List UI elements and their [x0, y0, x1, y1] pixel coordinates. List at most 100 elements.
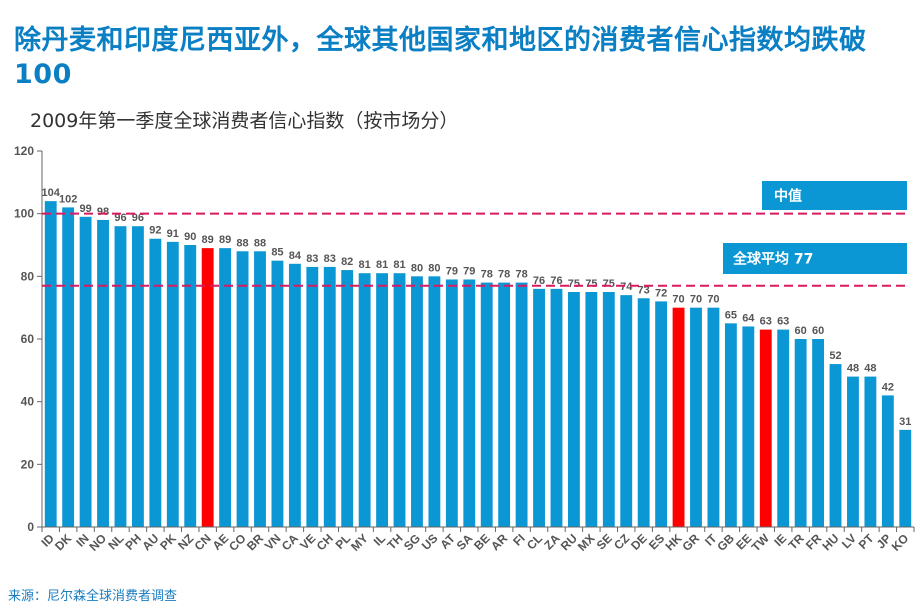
y-axis: 0 20 40 60 80 100 120 — [14, 144, 43, 534]
y-tick-label: 120 — [14, 144, 34, 158]
category-label-MY: MY — [348, 531, 371, 554]
median-label: 中值 — [774, 188, 802, 205]
bar-VE — [306, 266, 319, 527]
value-label-HU: 52 — [829, 350, 841, 362]
value-label-BE: 78 — [481, 269, 493, 281]
bar-US — [428, 276, 441, 527]
value-label-PL: 82 — [341, 256, 353, 268]
category-label-KO: KO — [889, 531, 912, 554]
value-label-TR: 60 — [795, 325, 807, 337]
bar-CZ — [620, 295, 633, 527]
median-label-box — [762, 181, 907, 210]
bar-TH — [393, 273, 406, 527]
category-label-GR: GR — [679, 531, 702, 554]
bar-IT — [707, 307, 720, 527]
bar-NL — [114, 226, 127, 527]
bar-PH — [131, 226, 144, 527]
bar-ZA — [550, 288, 563, 527]
value-label-ES: 72 — [655, 287, 667, 299]
value-label-IN: 99 — [79, 203, 91, 215]
value-label-HK: 70 — [672, 294, 684, 306]
bar-GB — [724, 323, 737, 527]
bar-MX — [585, 292, 598, 527]
value-label-NZ: 90 — [184, 231, 196, 243]
bar-RU — [567, 292, 580, 527]
chart-title: 2009年第一季度全球消费者信心指数（按市场分） — [30, 110, 459, 132]
value-label-GB: 65 — [725, 309, 737, 321]
value-label-AE: 89 — [219, 234, 231, 246]
value-label-IT: 70 — [707, 294, 719, 306]
source-note: 来源：尼尔森全球消费者调查 — [8, 589, 178, 604]
bar-MY — [358, 273, 371, 527]
bar-JP — [881, 395, 894, 527]
value-label-CH: 83 — [324, 253, 336, 265]
bar-CA — [288, 263, 301, 527]
category-label-HU: HU — [819, 531, 841, 553]
value-label-NO: 98 — [97, 206, 109, 218]
global-average-label-box — [723, 243, 907, 274]
value-label-ZA: 76 — [550, 275, 562, 287]
value-label-PH: 96 — [132, 212, 144, 224]
bar-TW — [759, 329, 772, 527]
value-label-CO: 88 — [236, 237, 248, 249]
bar-CL — [533, 288, 545, 527]
bar-AE — [219, 248, 232, 527]
bar-IN — [79, 216, 92, 528]
bar-PL — [341, 270, 354, 527]
bar-AT — [445, 279, 458, 527]
bar-VN — [271, 260, 284, 527]
value-label-VE: 83 — [306, 253, 318, 265]
value-label-MX: 75 — [585, 278, 597, 290]
y-tick-label: 40 — [21, 395, 35, 409]
value-label-DE: 73 — [638, 284, 650, 296]
value-label-BR: 88 — [254, 237, 266, 249]
value-label-GR: 70 — [690, 294, 702, 306]
value-label-US: 80 — [428, 262, 440, 274]
value-label-JP: 42 — [882, 381, 894, 393]
value-label-VN: 85 — [271, 247, 283, 259]
bar-HK — [672, 307, 685, 527]
bar-CH — [323, 266, 336, 527]
headline: 除丹麦和印度尼西亚外，全球其他国家和地区的消费者信心指数均跌破100 — [14, 25, 867, 90]
bar-NO — [97, 219, 109, 527]
bar-LV — [847, 376, 859, 527]
category-label-FI: FI — [510, 531, 527, 548]
value-label-KO: 31 — [899, 416, 911, 428]
value-label-AR: 78 — [498, 269, 510, 281]
bar-ES — [655, 301, 668, 527]
value-label-FI: 78 — [515, 269, 527, 281]
category-label-IL: IL — [371, 531, 388, 548]
bar-AU — [149, 238, 162, 527]
category-label-DK: DK — [52, 531, 74, 553]
value-label-EE: 64 — [742, 312, 755, 324]
value-label-PT: 48 — [864, 363, 876, 375]
bar-BR — [254, 251, 266, 527]
bar-FI — [515, 282, 528, 527]
bar-KO — [899, 429, 912, 527]
value-label-DK: 102 — [59, 193, 77, 205]
category-label-TW: TW — [749, 531, 773, 555]
y-tick-label: 20 — [21, 457, 35, 471]
value-label-CL: 76 — [533, 275, 545, 287]
bar-PK — [166, 241, 179, 527]
bar-HU — [829, 364, 842, 527]
bar-DE — [637, 298, 650, 527]
value-label-CN: 89 — [202, 234, 214, 246]
bar-PT — [864, 376, 877, 527]
value-label-LV: 48 — [847, 363, 859, 375]
value-label-SE: 75 — [603, 278, 615, 290]
value-label-MY: 81 — [359, 259, 371, 271]
bar-IE — [777, 329, 790, 527]
bar-CO — [236, 251, 249, 527]
value-label-CA: 84 — [289, 250, 302, 262]
y-tick-label: 100 — [14, 207, 34, 221]
value-label-IE: 63 — [777, 316, 789, 328]
bar-SE — [602, 292, 615, 527]
value-label-AU: 92 — [149, 225, 161, 237]
value-label-IL: 81 — [376, 259, 388, 271]
value-label-SG: 80 — [411, 262, 423, 274]
bar-EE — [742, 326, 755, 527]
value-label-RU: 75 — [568, 278, 580, 290]
